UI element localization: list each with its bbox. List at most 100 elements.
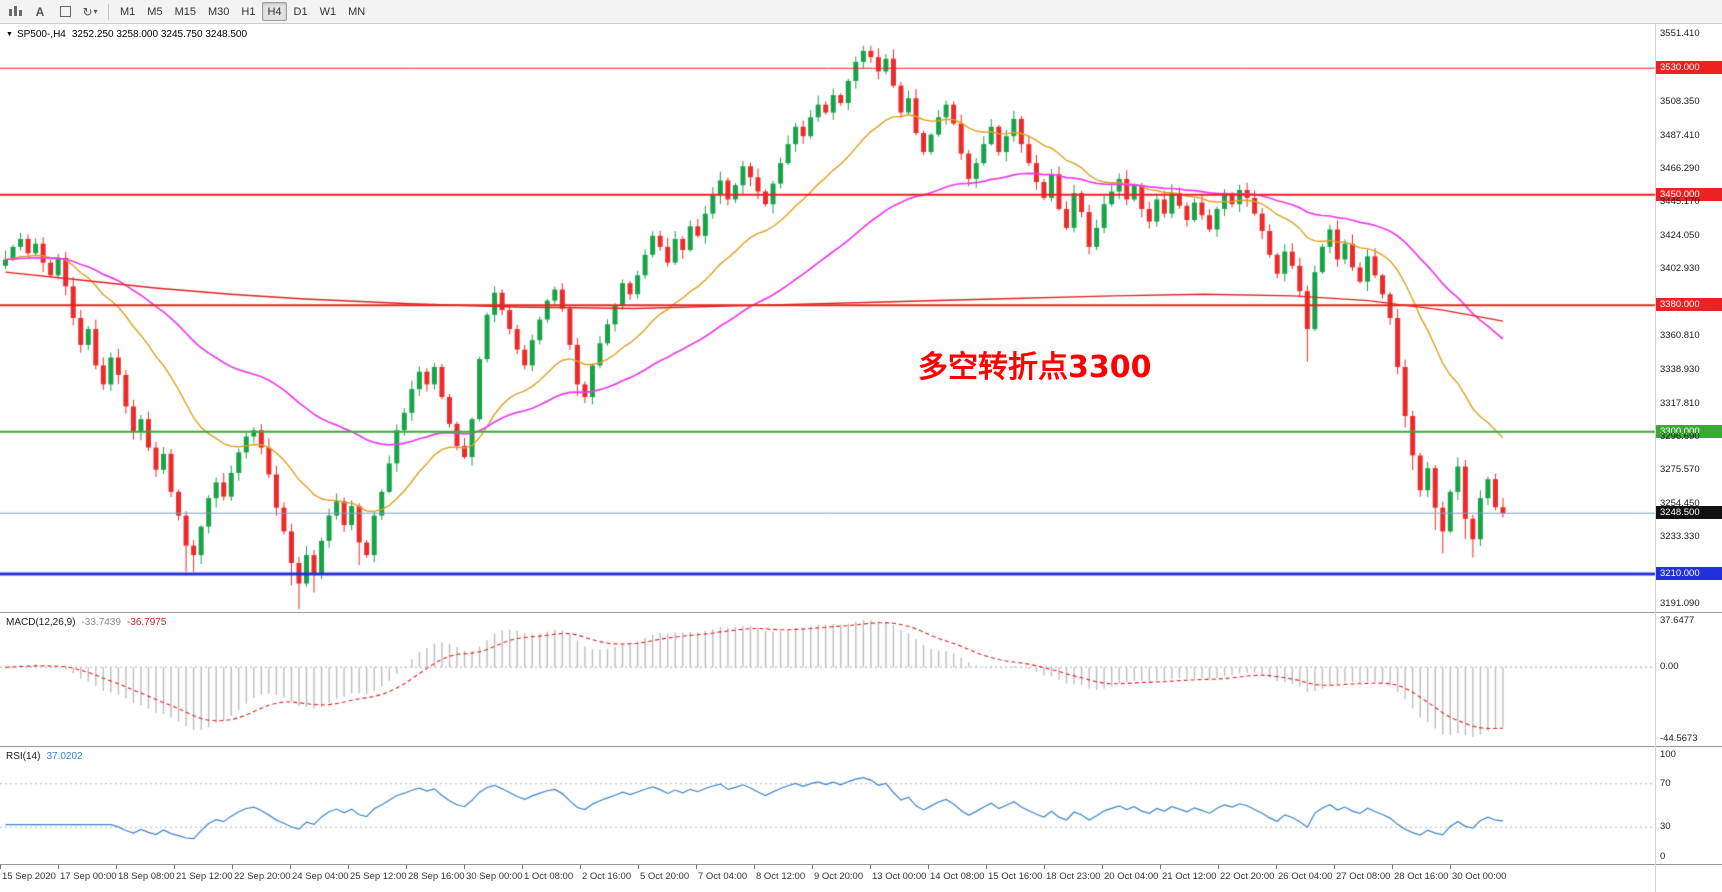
chart-type-icon[interactable] (3, 2, 27, 22)
time-axis-label: 28 Sep 16:00 (408, 871, 465, 882)
price-axis-label: 3233.330 (1660, 531, 1700, 543)
candlestick-chart-canvas[interactable] (0, 24, 1722, 612)
price-axis-label: 3317.810 (1660, 397, 1700, 409)
price-axis-label: 3191.090 (1660, 597, 1700, 609)
time-axis-tick (1160, 865, 1161, 869)
time-axis-tick (348, 865, 349, 869)
auto-refresh-button[interactable]: ↻ ▾ (78, 2, 102, 22)
rsi-value: 37.0202 (46, 751, 83, 762)
time-axis-label: 21 Sep 12:00 (176, 871, 233, 882)
macd-name: MACD(12,26,9) (6, 617, 76, 628)
frame-tool-button[interactable] (53, 2, 77, 22)
time-axis-tick (1218, 865, 1219, 869)
time-axis-tick (812, 865, 813, 869)
time-axis-label: 17 Sep 00:00 (60, 871, 117, 882)
timeframe-button-d1[interactable]: D1 (293, 5, 308, 18)
chart-title: ▼ SP500-,H4 3252.250 3258.000 3245.750 324… (6, 29, 247, 40)
time-axis-tick (870, 865, 871, 869)
time-axis-label: 1 Oct 08:00 (524, 871, 574, 882)
timeframe-button-m15[interactable]: M15 (174, 5, 196, 18)
timeframe-button-m1[interactable]: M1 (120, 5, 136, 18)
time-axis-tick (522, 865, 523, 869)
chart-dropdown-icon[interactable]: ▼ (6, 31, 13, 38)
time-axis[interactable]: 15 Sep 2020 17 Sep 00:00 18 Sep 08:00 21 Se… (0, 864, 1722, 892)
time-axis-tick (1450, 865, 1451, 869)
price-axis-label: 3445.170 (1660, 196, 1700, 208)
time-axis-tick (116, 865, 117, 869)
chart-symbol-period: SP500-,H4 (16, 29, 66, 40)
timeframe-button-mn[interactable]: MN (348, 5, 366, 18)
time-axis-tick (290, 865, 291, 869)
price-axis[interactable]: 3551.410 3530.000 3508.350 3487.410 3466.290… (1656, 24, 1722, 612)
price-level-badge: 3300.000 (1656, 424, 1722, 438)
indicator-axis-label: -44.5673 (1660, 733, 1698, 744)
rsi-canvas[interactable] (0, 747, 1722, 864)
time-axis-tick (1102, 865, 1103, 869)
price-axis-label: 3254.450 (1660, 497, 1700, 509)
indicator-axis-label: 30 (1660, 821, 1671, 833)
time-axis-label: 24 Sep 04:00 (292, 871, 349, 882)
time-axis-tick (754, 865, 755, 869)
time-axis-label: 22 Oct 20:00 (1220, 871, 1275, 882)
time-axis-label: 21 Oct 12:00 (1162, 871, 1217, 882)
time-axis-tick (1276, 865, 1277, 869)
timeframe-button-m5[interactable]: M5 (147, 5, 163, 18)
price-axis-label: 3487.410 (1660, 129, 1700, 141)
time-axis-tick (1334, 865, 1335, 869)
time-axis-label: 28 Oct 16:00 (1394, 871, 1449, 882)
price-axis-label: 3424.050 (1660, 229, 1700, 241)
time-axis-tick (1392, 865, 1393, 869)
refresh-icon: ↻ (82, 4, 93, 19)
time-axis-tick (580, 865, 581, 869)
time-axis-tick (638, 865, 639, 869)
indicator-axis-label: 100 (1660, 749, 1676, 760)
indicator-axis-label: 70 (1660, 777, 1671, 789)
time-axis-label: 2 Oct 16:00 (582, 871, 632, 882)
time-axis-label: 5 Oct 20:00 (640, 871, 690, 882)
time-axis-tick (58, 865, 59, 869)
time-axis-label: 14 Oct 08:00 (930, 871, 985, 882)
chart-text-annotation: 多空转折点3300 (918, 350, 1152, 385)
timeframe-button-w1[interactable]: W1 (319, 5, 337, 18)
rsi-indicator-panel: RSI(14) 37.0202 100 70 30 0 (0, 746, 1722, 864)
time-axis-label: 9 Oct 20:00 (814, 871, 864, 882)
time-axis-tick (1044, 865, 1045, 869)
timeframe-button-m30[interactable]: M30 (207, 5, 230, 18)
time-axis-label: 22 Sep 20:00 (234, 871, 291, 882)
time-axis-tick (174, 865, 175, 869)
toolbar-separator (108, 3, 109, 20)
chart-ohlc-readout: 3252.250 3258.000 3245.750 3248.500 (71, 29, 248, 40)
time-axis-tick (464, 865, 465, 869)
main-chart-panel: ▼ SP500-,H4 3252.250 3258.000 3245.750 324… (0, 24, 1722, 612)
time-axis-label: 8 Oct 12:00 (756, 871, 806, 882)
price-axis-label: 3360.810 (1660, 329, 1700, 341)
price-axis-label: 3551.410 (1660, 28, 1700, 40)
time-axis-tick (928, 865, 929, 869)
timeframe-button-h4[interactable]: H4 (262, 2, 287, 21)
macd-canvas[interactable] (0, 613, 1722, 746)
text-tool-button[interactable]: A (35, 4, 45, 19)
timeframe-button-h1[interactable]: H1 (241, 5, 256, 18)
time-axis-label: 30 Oct 00:00 (1452, 871, 1507, 882)
price-level-badge: 3210.000 (1656, 567, 1722, 581)
rsi-name: RSI(14) (6, 751, 41, 762)
price-level-badge: 3380.000 (1656, 298, 1722, 312)
macd-indicator-label: MACD(12,26,9) -33.7439 -36.7975 (6, 617, 166, 628)
axis-separator-line (1655, 24, 1656, 892)
time-axis-tick (986, 865, 987, 869)
time-axis-label: 15 Sep 2020 (2, 871, 56, 882)
price-axis-label: 3296.690 (1660, 431, 1700, 443)
frame-icon (59, 6, 71, 17)
time-axis-tick (406, 865, 407, 869)
macd-signal-value: -36.7975 (126, 617, 167, 628)
chevron-down-icon: ▾ (93, 7, 98, 16)
price-axis-label: 3275.570 (1660, 464, 1700, 476)
time-axis-tick (232, 865, 233, 869)
price-axis-label: 3508.350 (1660, 96, 1700, 108)
candlestick-chart-icon (8, 6, 22, 16)
time-axis-label: 18 Oct 23:00 (1046, 871, 1101, 882)
time-axis-label: 27 Oct 08:00 (1336, 871, 1391, 882)
indicator-axis-label: 0 (1660, 851, 1666, 862)
time-axis-label: 26 Oct 04:00 (1278, 871, 1333, 882)
